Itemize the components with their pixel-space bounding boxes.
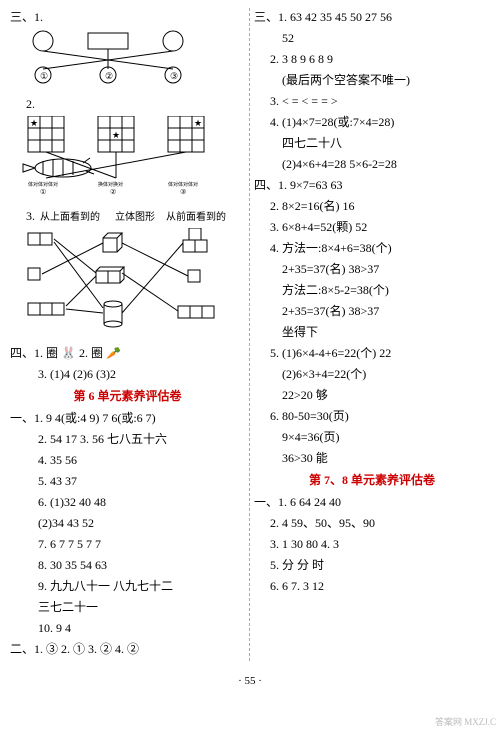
r-si-4: 4. 方法一:8×4+6=38(个) — [254, 239, 490, 257]
r-si-3: 3. 6×8+4=52(颗) 52 — [254, 218, 490, 236]
r-si-4e: 坐得下 — [254, 323, 490, 341]
title-6: 第 6 单元素养评估卷 — [10, 387, 245, 405]
sec4-2-prefix: 圈 — [91, 346, 103, 360]
r-si-5b: (2)6×3+4=22(个) — [254, 365, 490, 383]
yi-2: 2. 54 17 3. 56 七八五十六 — [10, 430, 245, 448]
yi-1: 9 4(或:4 9) 7 6(或:6 7) — [46, 411, 156, 425]
svg-text:②: ② — [110, 188, 116, 196]
hdr-2: 立体图形 — [115, 212, 155, 223]
hdr-3: 从前面看到的 — [166, 212, 226, 223]
watermark: 答案网 MXZJ.C — [435, 716, 496, 730]
sec4-1-prefix: 圈 — [46, 346, 58, 360]
yi-9b: 三七二十一 — [10, 598, 245, 616]
r-san-2b: (最后两个空答案不唯一) — [254, 71, 490, 89]
r-si-4c: 方法二:8×5-2=38(个) — [254, 281, 490, 299]
r-si-4d: 2+35=37(名) 38>37 — [254, 302, 490, 320]
r-si-6b: 9×4=36(页) — [254, 428, 490, 446]
yi-8: 8. 30 35 54 63 — [10, 556, 245, 574]
diagram-1: ① ② ③ — [18, 29, 238, 89]
yi-7: 7. 6 7 7 5 7 7 — [10, 535, 245, 553]
r-si-4b: 2+35=37(名) 38>37 — [254, 260, 490, 278]
r-san-4: 4. (1)4×7=28(或:7×4=28) — [254, 113, 490, 131]
r-si-2: 2. 8×2=16(名) 16 — [254, 197, 490, 215]
yi-6: 6. (1)32 40 48 — [10, 493, 245, 511]
svg-text:体对体对体对: 体对体对体对 — [28, 181, 58, 188]
sec4-label: 四、1. — [10, 346, 43, 360]
svg-text:①: ① — [40, 188, 46, 196]
r-san-2: 2. 3 8 9 6 8 9 — [254, 50, 490, 68]
d1-label-1: ① — [40, 71, 48, 81]
r-san-4b: 四七二十八 — [254, 134, 490, 152]
r-si-5c: 22>20 够 — [254, 386, 490, 404]
diagram-2: ★ ★ ★ ① ② ③ 体对体对体对 换体对换对 体对体对体对 — [18, 116, 238, 201]
yi-6b: (2)34 43 52 — [10, 514, 245, 532]
r-yi-6: 6. 6 7. 3 12 — [254, 577, 490, 595]
r-si-1: 9×7=63 63 — [290, 178, 343, 192]
r-yi-2: 2. 4 59、50、95、90 — [254, 514, 490, 532]
yi-label: 一、1. — [10, 411, 43, 425]
r-yi-1: 6 64 24 40 — [290, 495, 341, 509]
r-san-1b: 52 — [254, 29, 490, 47]
sec4-3: 3. (1)4 (2)6 (3)2 — [10, 365, 245, 383]
svg-text:换体对换对: 换体对换对 — [98, 181, 123, 188]
svg-text:③: ③ — [180, 188, 186, 196]
r-yi-5: 5. 分 分 时 — [254, 556, 490, 574]
d1-label-2: ② — [105, 71, 113, 81]
sec4-2-label: 2. — [79, 346, 88, 360]
r-san-3: 3. < = < = = > — [254, 92, 490, 110]
r-san-label: 三、1. — [254, 10, 287, 24]
yi-10: 10. 9 4 — [10, 619, 245, 637]
page-number: · 55 · — [0, 673, 500, 690]
r-yi-3: 3. 1 30 80 4. 3 — [254, 535, 490, 553]
r-yi-label: 一、1. — [254, 495, 287, 509]
r-si-6: 6. 80-50=30(页) — [254, 407, 490, 425]
er-1: ③ 2. ① 3. ② 4. ② — [46, 642, 139, 656]
er-label: 二、1. — [10, 642, 43, 656]
yi-4: 4. 35 56 — [10, 451, 245, 469]
hdr-1: 从上面看到的 — [40, 212, 100, 223]
r-si-5: 5. (1)6×4-4+6=22(个) 22 — [254, 344, 490, 362]
sec3-label: 三、1. — [10, 10, 43, 24]
diagram-3 — [18, 228, 238, 338]
svg-text:体对体对体对: 体对体对体对 — [168, 181, 198, 188]
r-san-4c: (2)4×6+4=28 5×6-2=28 — [254, 155, 490, 173]
svg-text:★: ★ — [30, 118, 38, 128]
r-si-label: 四、1. — [254, 178, 287, 192]
yi-9: 9. 九九八十一 八九七十二 — [10, 577, 245, 595]
d1-label-3: ③ — [170, 71, 178, 81]
sec3-3-label: 3. — [26, 209, 35, 223]
svg-text:★: ★ — [112, 130, 120, 140]
r-si-6c: 36>30 能 — [254, 449, 490, 467]
yi-5: 5. 43 37 — [10, 472, 245, 490]
title-78: 第 7、8 单元素养评估卷 — [254, 471, 490, 489]
svg-text:★: ★ — [194, 118, 202, 128]
sec3-2-label: 2. — [26, 97, 35, 111]
r-san-1: 63 42 35 45 50 27 56 — [290, 10, 392, 24]
